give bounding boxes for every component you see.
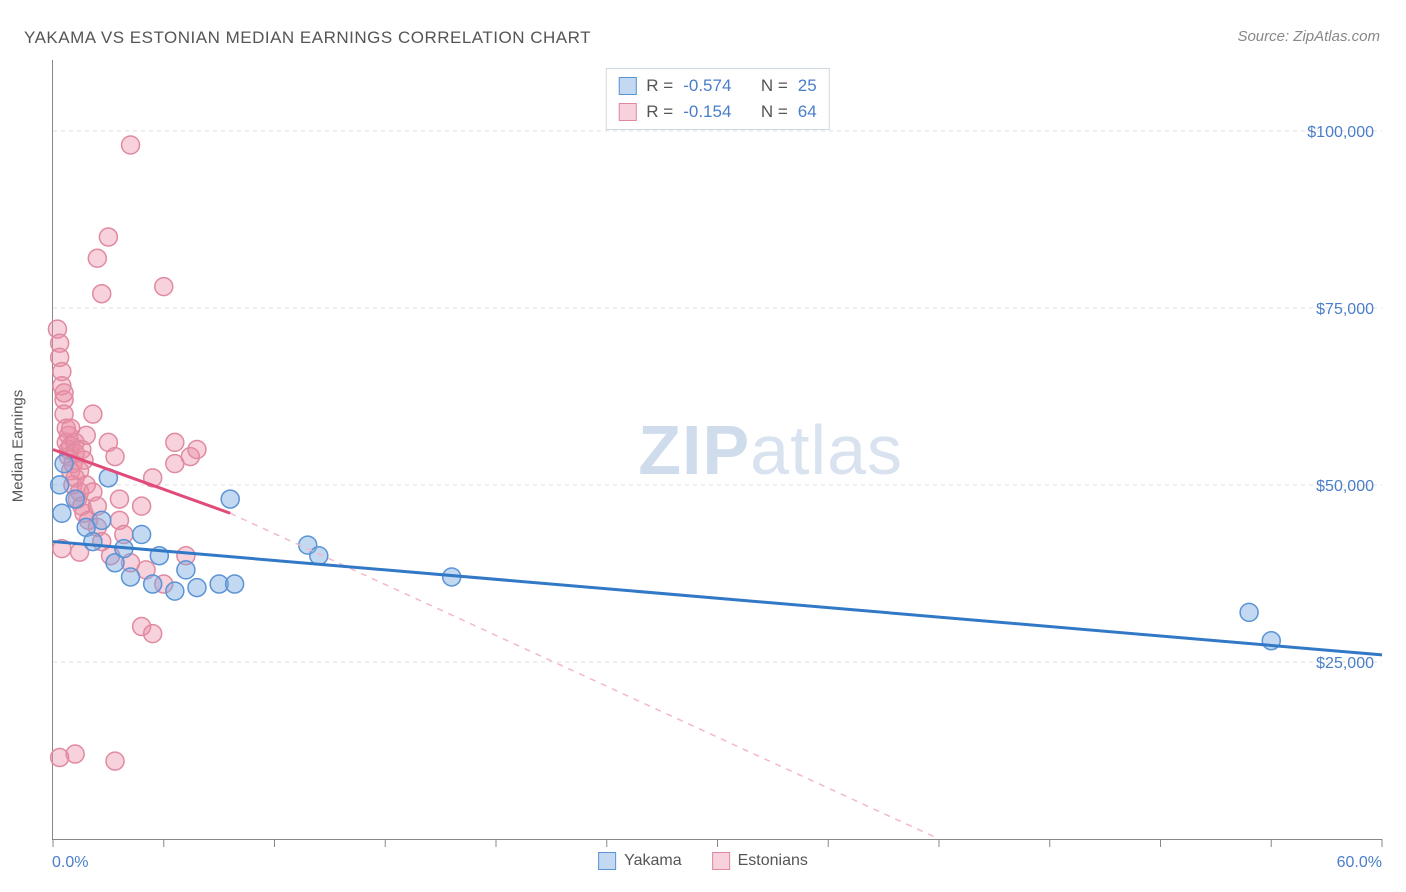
legend-series: Yakama Estonians [598,852,808,870]
x-axis-min-label: 0.0% [52,854,88,872]
x-axis-max-label: 60.0% [1337,854,1382,872]
y-axis-label: Median Earnings [10,390,27,503]
legend-item-yakama: Yakama [598,852,682,870]
svg-text:$25,000: $25,000 [1316,655,1374,672]
svg-text:$100,000: $100,000 [1307,124,1374,141]
svg-text:$75,000: $75,000 [1316,301,1374,318]
chart-container: YAKAMA VS ESTONIAN MEDIAN EARNINGS CORRE… [10,10,1396,882]
plot-svg: $25,000 $50,000 $75,000 $100,000 [53,60,1382,839]
plot-area: ZIPatlas R = -0.574 N = 25 R = -0.154 N … [52,60,1382,840]
swatch-estonians [712,852,730,870]
svg-text:$50,000: $50,000 [1316,478,1374,495]
chart-title: YAKAMA VS ESTONIAN MEDIAN EARNINGS CORRE… [24,28,591,48]
legend-label: Yakama [624,852,682,870]
legend-item-estonians: Estonians [712,852,808,870]
chart-source: Source: ZipAtlas.com [1237,28,1380,45]
legend-label: Estonians [738,852,808,870]
swatch-yakama [598,852,616,870]
